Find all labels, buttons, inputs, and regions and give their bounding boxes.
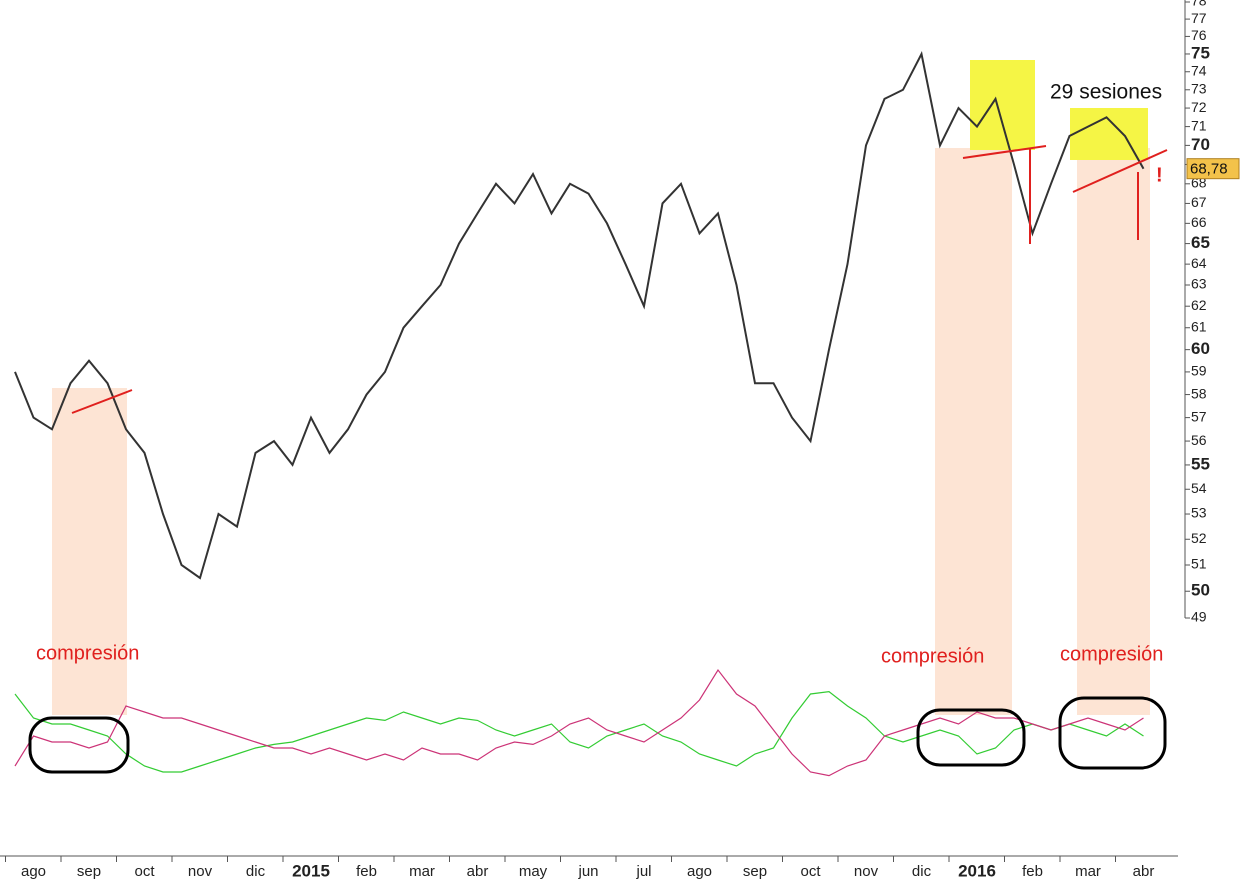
y-tick-label: 72: [1191, 99, 1207, 115]
highlight: [970, 60, 1035, 150]
y-tick-label: 67: [1191, 194, 1207, 210]
annotation: !: [1156, 164, 1163, 186]
x-tick-label: 2016: [958, 861, 996, 880]
x-tick-label: oct: [134, 863, 155, 880]
y-tick-label: 77: [1191, 10, 1207, 26]
annotation: compresión: [881, 645, 984, 667]
y-tick-label: 62: [1191, 297, 1207, 313]
y-tick-label: 74: [1191, 62, 1207, 78]
y-tick-label: 53: [1191, 505, 1207, 521]
y-tick-label: 51: [1191, 556, 1207, 572]
y-tick-label: 49: [1191, 609, 1207, 625]
line: [14, 690, 1144, 773]
y-tick-label: 50: [1191, 581, 1210, 600]
y-tick-label: 52: [1191, 530, 1207, 546]
circles: [28, 696, 1167, 774]
x-tick-label: ago: [687, 863, 712, 880]
x-tick-label: mar: [1075, 863, 1101, 880]
x-tick-label: jun: [577, 863, 598, 880]
x-tick-label: may: [519, 863, 548, 880]
x-tick-label: dic: [246, 863, 266, 880]
x-tick-label: ago: [21, 863, 46, 880]
x-tick-label: jul: [635, 863, 651, 880]
highlight: [52, 388, 127, 715]
x-tick-label: nov: [188, 863, 213, 880]
y-tick-label: 60: [1191, 339, 1210, 358]
x-tick-label: feb: [1022, 863, 1043, 880]
y-tick-label: 56: [1191, 432, 1207, 448]
highlight: [935, 148, 1012, 715]
line: [14, 51, 1145, 580]
x-tick-label: dic: [912, 863, 932, 880]
y-tick-label: 55: [1191, 454, 1210, 473]
y-tick-label: 70: [1191, 135, 1210, 154]
last-price-box: [1186, 158, 1240, 180]
x-tick-label: abr: [1133, 863, 1155, 880]
line: [14, 668, 1144, 777]
y-tick-label: 58: [1191, 385, 1207, 401]
y-tick-label: 78: [1191, 0, 1207, 9]
trendlines: [71, 145, 1168, 414]
y-tick-label: 76: [1191, 27, 1207, 43]
y-tick-label: 63: [1191, 276, 1207, 292]
y-tick-label: 64: [1191, 255, 1207, 271]
y-tick-label: 66: [1191, 214, 1207, 230]
y-tick-label: 61: [1191, 318, 1207, 334]
y-tick-label: 71: [1191, 117, 1207, 133]
highlight: [1077, 148, 1150, 715]
y-tick-label: 65: [1191, 233, 1210, 252]
x-tick-label: 2015: [292, 861, 330, 880]
last-price-label: 68,78: [1190, 161, 1228, 178]
highlight: [1070, 108, 1148, 160]
y-tick-label: 73: [1191, 80, 1207, 96]
y-tick-label: 54: [1191, 480, 1207, 496]
x-tick-label: nov: [854, 863, 879, 880]
x-tick-label: sep: [743, 863, 767, 880]
x-tick-label: sep: [77, 863, 101, 880]
annotation: compresión: [36, 642, 139, 664]
x-tick-label: mar: [409, 863, 435, 880]
y-tick-label: 57: [1191, 408, 1207, 424]
y-tick-label: 59: [1191, 363, 1207, 379]
annotation: 29 sesiones: [1050, 81, 1162, 104]
x-tick-label: abr: [467, 863, 489, 880]
x-tick-label: feb: [356, 863, 377, 880]
annotation: compresión: [1060, 643, 1163, 665]
x-tick-label: oct: [800, 863, 821, 880]
y-tick-label: 75: [1191, 43, 1210, 62]
